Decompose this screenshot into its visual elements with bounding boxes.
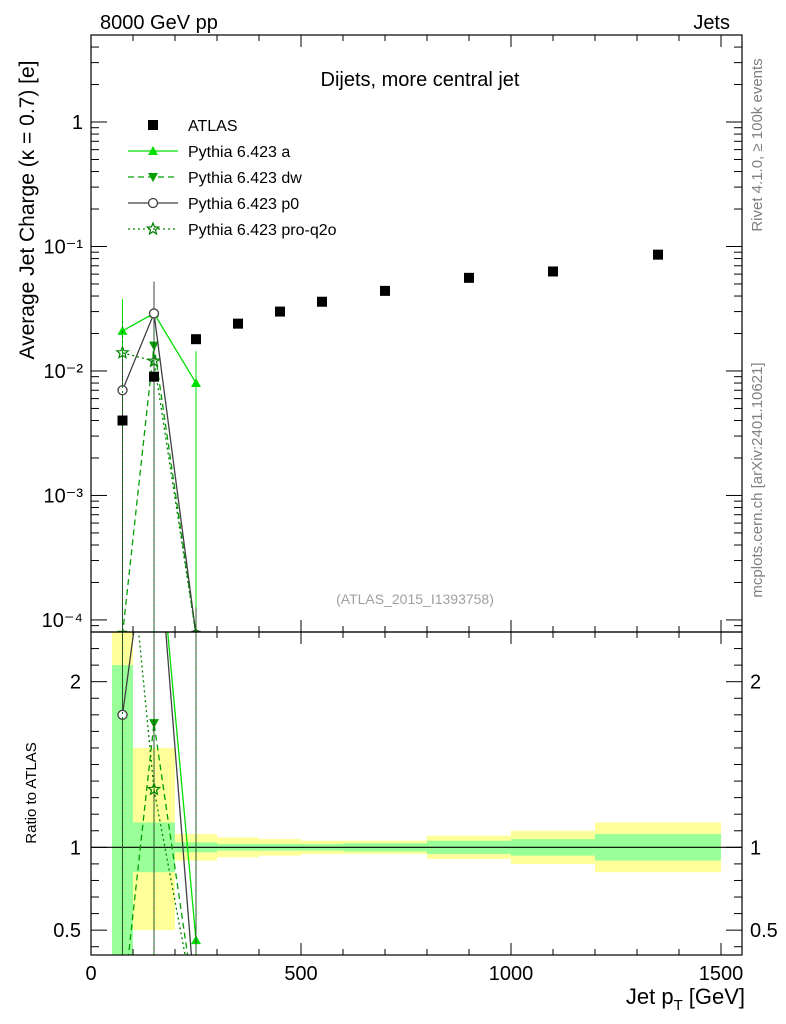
ratio-point (117, 709, 128, 720)
x-axis-label: Jet pT [GeV] (626, 984, 745, 1014)
x-axis-label-unit: [GeV] (689, 984, 745, 1009)
y-axis-label: Average Jet Charge (κ = 0.7) [e] (16, 60, 39, 359)
ratio-y-tick-label: 2 (70, 672, 81, 694)
legend: ATLAS Pythia 6.423 a Pythia 6.423 dw Pythia… (128, 118, 337, 239)
y-tick-label: 1 (72, 112, 83, 134)
ratio-series-layer (117, 632, 201, 955)
legend-marker (148, 173, 158, 182)
legend-marker (145, 221, 161, 236)
mcplots-label: mcplots.cern.ch [arXiv:2401.10621] (749, 362, 766, 597)
atlas-point (117, 415, 128, 426)
header-right: Jets (693, 12, 730, 34)
atlas-point (464, 272, 474, 283)
y-tick-label: 10⁻¹ (44, 236, 84, 258)
ratio-point (146, 781, 162, 796)
atlas-point (317, 296, 327, 307)
ratio-series-line (138, 632, 186, 955)
header-left: 8000 GeV pp (100, 12, 218, 34)
legend-marker (147, 197, 159, 209)
legend-label: Pythia 6.423 p0 (188, 196, 299, 213)
reference-layer (117, 249, 663, 426)
legend-label: Pythia 6.423 a (188, 144, 290, 161)
y-tick-label: 10⁻² (44, 361, 84, 383)
ratio-y-tick-label: 0.5 (53, 920, 81, 942)
x-axis-label-sub: T (674, 997, 683, 1014)
atlas-point (191, 334, 201, 345)
ratio-y-tick-label-right: 0.5 (750, 920, 778, 942)
x-tick-label: 1500 (699, 963, 744, 985)
ratio-y-tick-label: 1 (70, 837, 81, 859)
series-point (117, 325, 128, 335)
atlas-point (653, 249, 663, 260)
atlas-point (275, 306, 285, 317)
plot-title: Dijets, more central jet (321, 69, 520, 91)
ratio-plot-frame (90, 631, 743, 956)
x-tick-label: 500 (284, 963, 317, 985)
legend-label: Pythia 6.423 pro-q2o (188, 222, 337, 239)
y-tick-label: 10⁻³ (44, 485, 84, 507)
atlas-point (233, 318, 243, 329)
atlas-point (548, 266, 558, 277)
ratio-series-line (121, 632, 193, 955)
rivet-label: Rivet 4.1.0, ≥ 100k events (749, 58, 766, 231)
legend-label: Pythia 6.423 dw (188, 170, 302, 187)
legend-marker (148, 146, 158, 155)
watermark: (ATLAS_2015_I1393758) (336, 591, 494, 607)
x-tick-label: 0 (85, 963, 96, 985)
ratio-y-tick-label-right: 2 (750, 672, 761, 694)
ratio-series-line (127, 723, 189, 955)
ratio-y-axis-label: Ratio to ATLAS (23, 742, 40, 843)
x-tick-label: 1000 (489, 963, 534, 985)
axes: 0 500 1000 1500 10⁻⁴ 10⁻³ 10⁻² 10⁻¹ 1 0.5 0.5 1 1 2 2 (42, 34, 778, 985)
series-point (117, 385, 128, 396)
series-point (148, 308, 160, 319)
legend-marker (148, 120, 158, 130)
series-point (115, 345, 130, 359)
ratio-series-line (167, 632, 197, 941)
series-point (146, 353, 162, 368)
x-axis-label-main: Jet p (626, 984, 674, 1009)
legend-label: ATLAS (188, 118, 238, 135)
series-point (191, 378, 201, 388)
atlas-point (380, 285, 390, 296)
y-tick-label: 10⁻⁴ (42, 610, 83, 632)
atlas-point (149, 371, 159, 382)
series-line (122, 352, 197, 632)
ratio-y-tick-label-right: 1 (750, 837, 761, 859)
